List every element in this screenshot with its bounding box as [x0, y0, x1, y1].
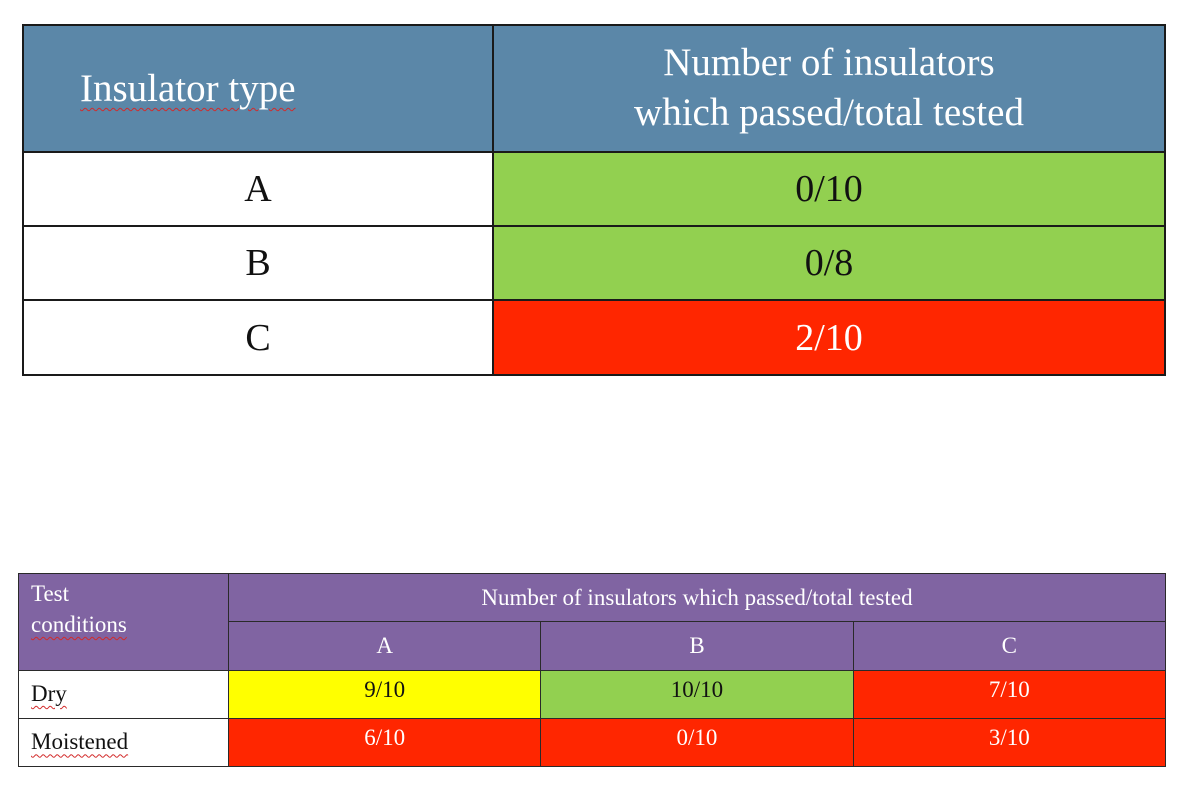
- column-header-a: A: [227, 621, 542, 671]
- table-row: A 0/10: [22, 150, 1166, 228]
- value-cell: 6/10: [227, 717, 542, 768]
- value-cell: 0/10: [540, 717, 854, 768]
- header-insulator-type: Insulator type: [22, 24, 494, 153]
- insulator-type-cell: A: [22, 150, 494, 228]
- condition-cell: Dry: [18, 669, 229, 719]
- table-row: Moistened 6/10 0/10 3/10: [18, 717, 1167, 768]
- condition-label: Moistened: [31, 729, 129, 755]
- header-number-line1: Number of insulators: [663, 41, 995, 85]
- passed-value-cell: 2/10: [492, 299, 1166, 376]
- value-cell: 10/10: [540, 669, 854, 719]
- header-number-passed: Number of insulators which passed/total …: [492, 24, 1166, 153]
- passed-value-cell: 0/8: [492, 224, 1166, 302]
- insulator-type-cell: B: [22, 224, 494, 302]
- insulator-results-table: Insulator type Number of insulators whic…: [22, 24, 1166, 376]
- header-test-conditions-line2: conditions: [31, 612, 127, 637]
- table-row: C 2/10: [22, 299, 1166, 376]
- header-number-passed: Number of insulators which passed/total …: [228, 572, 1166, 623]
- condition-label: Dry: [31, 681, 67, 707]
- header-test-conditions: Test conditions: [18, 573, 229, 671]
- value-cell: 7/10: [852, 669, 1167, 719]
- value-cell: 9/10: [227, 669, 542, 719]
- value-cell: 3/10: [852, 717, 1167, 768]
- column-header-b: B: [540, 621, 854, 671]
- table-row: B 0/8: [22, 224, 1166, 302]
- header-test-conditions-line1: Test: [31, 581, 69, 606]
- passed-value-cell: 0/10: [492, 150, 1166, 228]
- column-header-c: C: [852, 621, 1167, 671]
- header-number-line2: which passed/total tested: [634, 91, 1024, 135]
- insulator-type-cell: C: [22, 299, 494, 376]
- header-insulator-type-label: Insulator type: [80, 66, 296, 110]
- test-conditions-table: Test conditions Number of insulators whi…: [18, 572, 1167, 768]
- condition-cell: Moistened: [18, 717, 229, 768]
- table-row: Dry 9/10 10/10 7/10: [18, 669, 1167, 719]
